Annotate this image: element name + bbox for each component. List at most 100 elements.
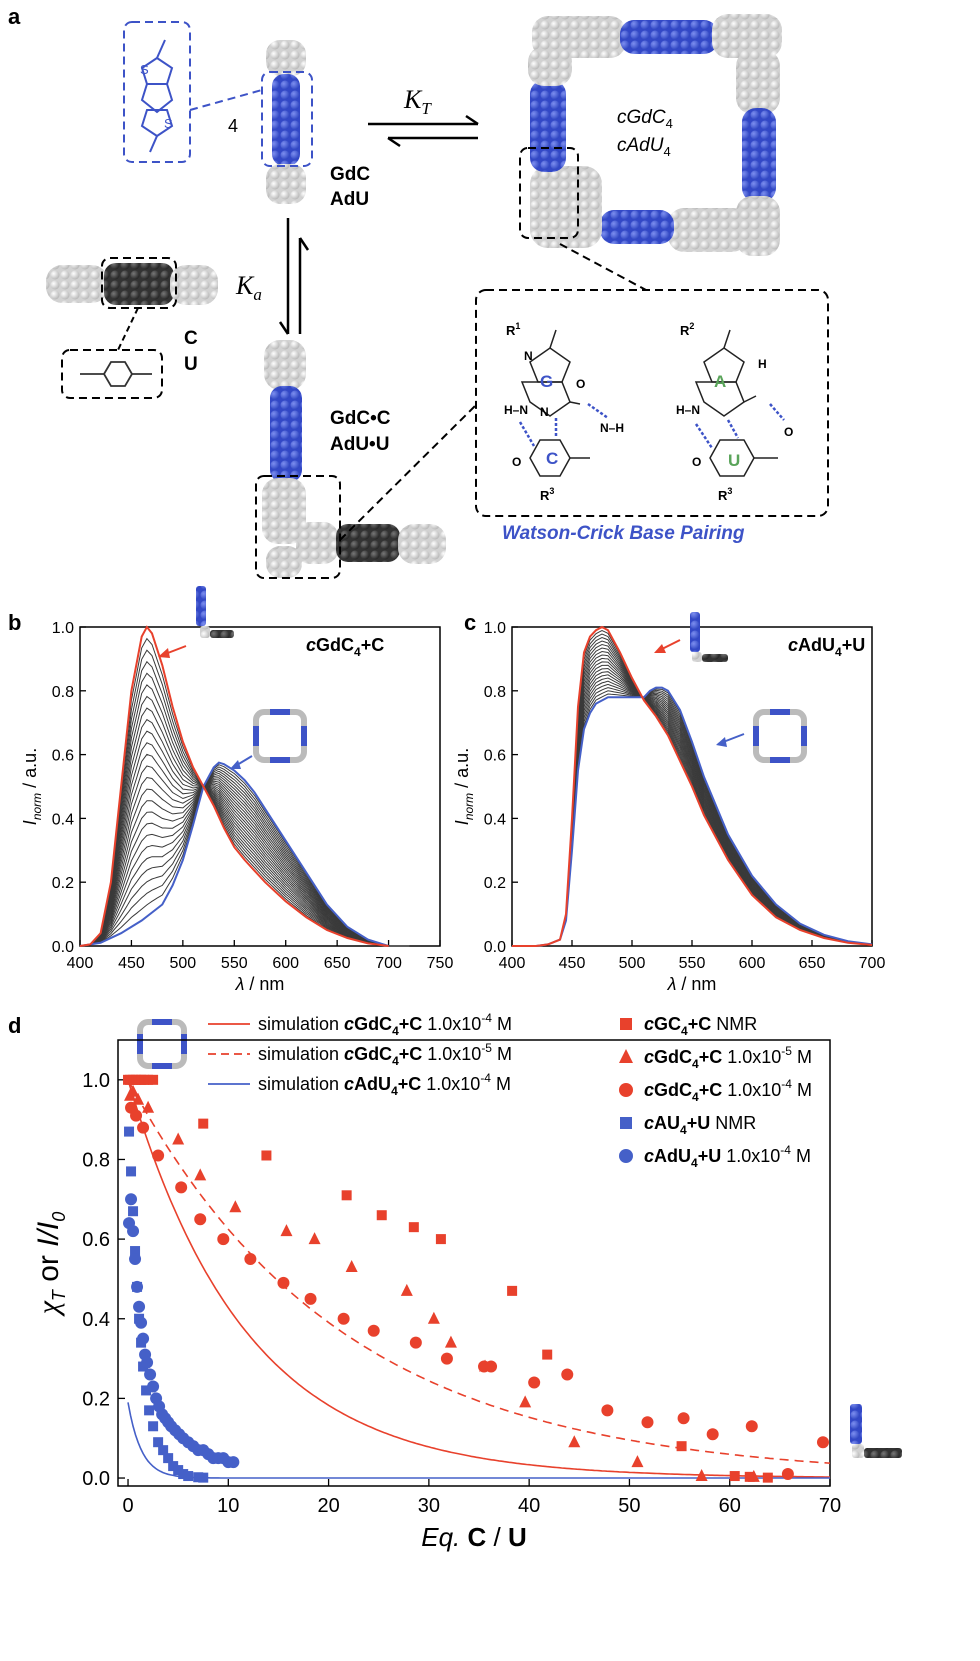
square-marker — [435, 1234, 446, 1245]
dimer-label-2: AdU — [330, 189, 369, 210]
triangle-marker — [619, 1049, 633, 1063]
panel-label-c: c — [464, 610, 476, 635]
atom-o: O — [692, 455, 701, 469]
circle-marker — [175, 1181, 188, 1194]
spectrum-intermediate-line — [79, 777, 410, 947]
au-hbonds — [694, 403, 785, 449]
base-connector — [117, 307, 139, 351]
y-tick-label: 0.8 — [52, 684, 74, 701]
y-tick-label: 0.2 — [484, 875, 506, 892]
watson-crick-box — [475, 289, 829, 517]
y-tick-label: 0.4 — [484, 811, 506, 828]
letter-u: U — [728, 451, 740, 470]
atom-hn: H–N — [676, 403, 700, 417]
panel-c: c 400 450 500 550 600 650 700 0.0 0.2 0.4 0.6 0.8 1.… — [452, 610, 885, 994]
wc-connector-2 — [559, 243, 647, 291]
triangle-marker — [519, 1395, 532, 1408]
macrocycle-highlight-box — [519, 147, 579, 239]
atom-o: O — [576, 377, 585, 391]
base-label-1: C — [184, 328, 198, 349]
atom-r3: R3 — [718, 486, 732, 503]
triangle-marker — [229, 1200, 242, 1213]
y-tick-label: 0.4 — [82, 1309, 110, 1331]
chart-c: 400 450 500 550 600 650 700 0.0 0.2 0.4 0.6 0.8 1.0 λ… — [452, 620, 885, 994]
x-tick-label: 50 — [618, 1495, 640, 1517]
square-marker — [744, 1471, 755, 1482]
square-marker — [762, 1472, 773, 1483]
atom-n: N — [540, 405, 549, 419]
circle-marker — [194, 1213, 207, 1226]
square-marker — [143, 1074, 154, 1085]
square-marker — [153, 1437, 164, 1448]
watson-crick-label: Watson-Crick Base Pairing — [502, 523, 745, 544]
circle-marker — [244, 1253, 257, 1266]
ka-equilibrium-arrows — [278, 218, 310, 335]
circle-marker — [561, 1368, 574, 1381]
simulation-line — [127, 1079, 831, 1464]
macrocycle-icon-c — [753, 709, 807, 763]
triangle-marker — [172, 1132, 185, 1145]
circle-marker — [227, 1456, 240, 1469]
simulation-line — [127, 1079, 830, 1478]
y-tick-label: 0.6 — [484, 748, 506, 765]
x-tick-label: 700 — [375, 955, 402, 972]
x-tick-label: 700 — [859, 955, 886, 972]
circle-marker — [141, 1356, 154, 1369]
start-arrowhead-c — [654, 644, 666, 653]
ka-label: Ka — [235, 271, 262, 304]
legend-label: cGdC4+C 1.0x10-4 M — [644, 1077, 812, 1104]
triangle-marker — [400, 1283, 413, 1296]
spectrum-end-line — [512, 686, 873, 947]
square-marker — [148, 1074, 159, 1085]
triangle-marker — [280, 1224, 293, 1237]
end-arrowhead-c — [716, 737, 727, 747]
circle-marker — [619, 1083, 633, 1097]
panel-d: d 0 10 20 30 40 50 60 70 0.0 0.2 0.4 0.6 0.8 1.0 Eq. C… — [8, 1011, 902, 1552]
complex-icon-b — [196, 586, 234, 638]
x-tick-label: 450 — [118, 955, 145, 972]
circle-marker — [135, 1316, 148, 1329]
dimer-label-1: GdC — [330, 164, 370, 185]
y-axis-label: Inorm / a.u. — [452, 748, 476, 825]
circle-marker — [706, 1428, 719, 1441]
circle-marker — [304, 1292, 317, 1305]
circle-marker — [440, 1352, 453, 1365]
x-tick-label: 400 — [499, 955, 526, 972]
x-tick-label: 450 — [559, 955, 586, 972]
x-tick-label: 30 — [418, 1495, 440, 1517]
atom-h: H — [758, 357, 767, 371]
square-marker — [729, 1471, 740, 1482]
xylene-inset-box — [61, 349, 163, 399]
complex-model — [262, 340, 446, 578]
panel-label-a: a — [8, 4, 21, 29]
y-tick-label: 0.6 — [52, 748, 74, 765]
triangle-marker — [444, 1335, 457, 1348]
letter-g: G — [540, 372, 553, 391]
sulfur-atom-2: S — [164, 116, 173, 131]
x-axis-label: λ / nm — [235, 974, 285, 994]
panel-label-d: d — [8, 1013, 21, 1038]
circle-marker — [137, 1332, 150, 1345]
gc-pair-structure — [520, 329, 590, 477]
square-marker — [408, 1222, 419, 1233]
atom-o: O — [784, 425, 793, 439]
atom-r1: R1 — [506, 321, 520, 338]
square-marker — [198, 1118, 209, 1129]
y-tick-label: 1.0 — [484, 620, 506, 637]
atom-hn: H–N — [504, 403, 528, 417]
count-4: 4 — [228, 116, 238, 136]
circle-marker — [781, 1468, 794, 1481]
sulfur-atom-1: S — [140, 62, 149, 77]
simulation-line — [127, 1402, 830, 1479]
square-marker — [126, 1166, 137, 1177]
legend-label: simulation cGdC4+C 1.0x10-5 M — [258, 1041, 512, 1068]
square-marker — [676, 1441, 687, 1452]
square-marker — [183, 1471, 194, 1482]
square-marker — [168, 1461, 179, 1472]
base-model — [46, 257, 218, 309]
macrocycle-icon-b — [253, 709, 307, 763]
circle-marker — [129, 1253, 142, 1266]
circle-marker — [409, 1336, 422, 1349]
atom-o: O — [512, 455, 521, 469]
circle-marker — [528, 1376, 541, 1389]
